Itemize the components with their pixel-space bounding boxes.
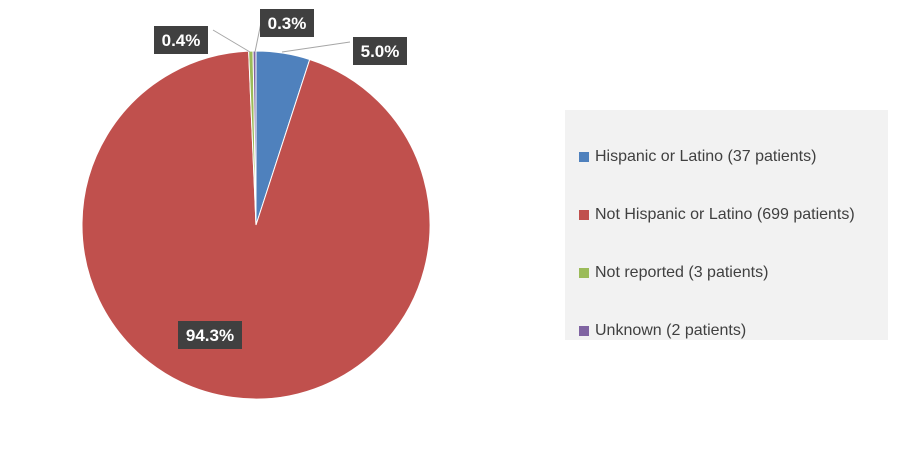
leader-line-not-reported: [212, 29, 251, 53]
leader-line-hispanic: [281, 41, 351, 53]
legend-label-hispanic: Hispanic or Latino (37 patients): [595, 148, 817, 165]
data-label-text-hispanic: 5.0%: [361, 42, 400, 61]
legend-item-unknown: Unknown (2 patients): [579, 302, 888, 360]
data-label-not-reported: 0.4%: [154, 26, 208, 54]
legend-item-hispanic: Hispanic or Latino (37 patients): [579, 128, 888, 186]
legend-label-unknown: Unknown (2 patients): [595, 322, 747, 339]
data-label-text-unknown: 0.3%: [268, 14, 307, 33]
legend-swatch-not-hispanic: [579, 210, 589, 220]
legend-item-not-hispanic: Not Hispanic or Latino (699 patients): [579, 186, 888, 244]
legend-swatch-unknown: [579, 326, 589, 336]
legend-swatch-not-reported: [579, 268, 589, 278]
data-label-box-unknown: [260, 9, 314, 37]
data-label-text-not-reported: 0.4%: [162, 31, 201, 50]
data-label-hispanic: 5.0%: [353, 37, 407, 65]
data-label-box-hispanic: [353, 37, 407, 65]
data-label-text-not-hispanic: 94.3%: [186, 326, 234, 345]
legend-label-not-hispanic: Not Hispanic or Latino (699 patients): [595, 206, 855, 223]
data-label-not-hispanic: 94.3%: [178, 321, 242, 349]
legend: Hispanic or Latino (37 patients) Not His…: [565, 110, 888, 340]
legend-swatch-hispanic: [579, 152, 589, 162]
data-label-box-not-reported: [154, 26, 208, 54]
legend-label-not-reported: Not reported (3 patients): [595, 264, 769, 281]
data-label-box-not-hispanic: [178, 321, 242, 349]
pie-slice-unknown: [252, 50, 257, 226]
pie-slice-not-hispanic: [81, 50, 431, 400]
legend-item-not-reported: Not reported (3 patients): [579, 244, 888, 302]
data-label-unknown: 0.3%: [260, 9, 314, 37]
